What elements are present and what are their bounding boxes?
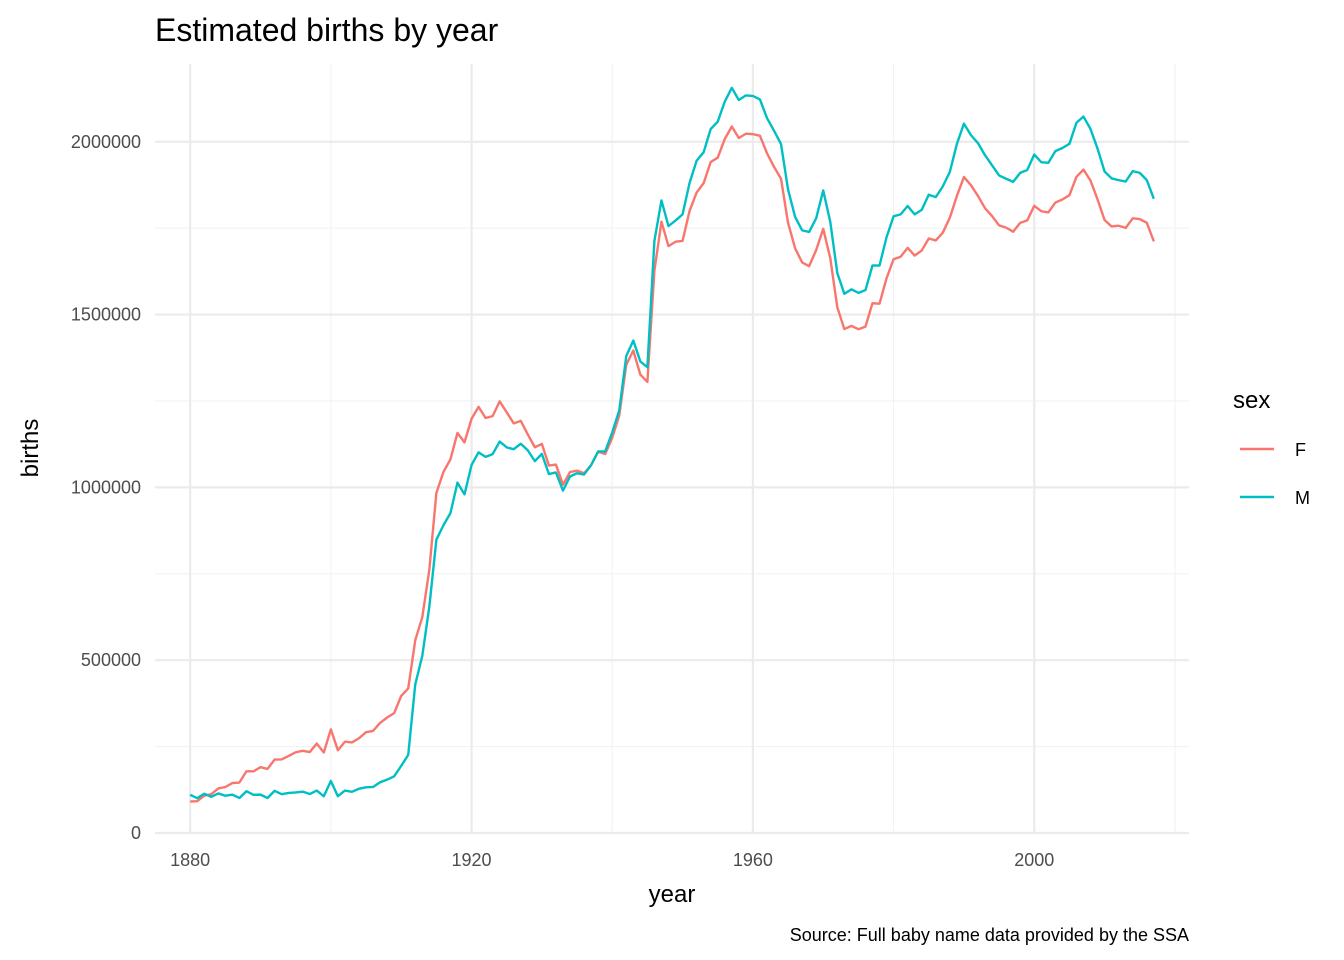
legend-items: FM xyxy=(1240,440,1310,508)
legend-label-m: M xyxy=(1295,488,1310,508)
series-line-f xyxy=(190,125,1155,803)
x-tick-label: 1960 xyxy=(733,850,773,870)
x-tick-label: 1880 xyxy=(170,850,210,870)
y-tick-label: 500000 xyxy=(81,650,141,670)
y-axis-tick-labels: 0 500000 1000000 1500000 2000000 xyxy=(71,132,141,843)
minor-gridlines xyxy=(155,64,1189,833)
legend-label-f: F xyxy=(1295,440,1306,460)
x-tick-label: 2000 xyxy=(1014,850,1054,870)
y-tick-label: 1500000 xyxy=(71,305,141,325)
legend: sex FM xyxy=(1233,387,1310,508)
series-line-m xyxy=(189,86,1155,800)
y-tick-label: 0 xyxy=(131,823,141,843)
y-tick-label: 2000000 xyxy=(71,132,141,152)
major-gridlines xyxy=(155,64,1189,835)
y-axis-title: births xyxy=(17,419,44,478)
series-lines xyxy=(189,86,1155,803)
y-tick-label: 1000000 xyxy=(71,477,141,497)
chart-title: Estimated births by year xyxy=(155,12,499,48)
x-tick-label: 1920 xyxy=(452,850,492,870)
x-axis-title: year xyxy=(649,881,696,908)
x-axis-tick-labels: 1880 1920 1960 2000 xyxy=(170,850,1054,870)
chart-caption: Source: Full baby name data provided by … xyxy=(790,925,1189,945)
legend-title: sex xyxy=(1233,387,1270,414)
